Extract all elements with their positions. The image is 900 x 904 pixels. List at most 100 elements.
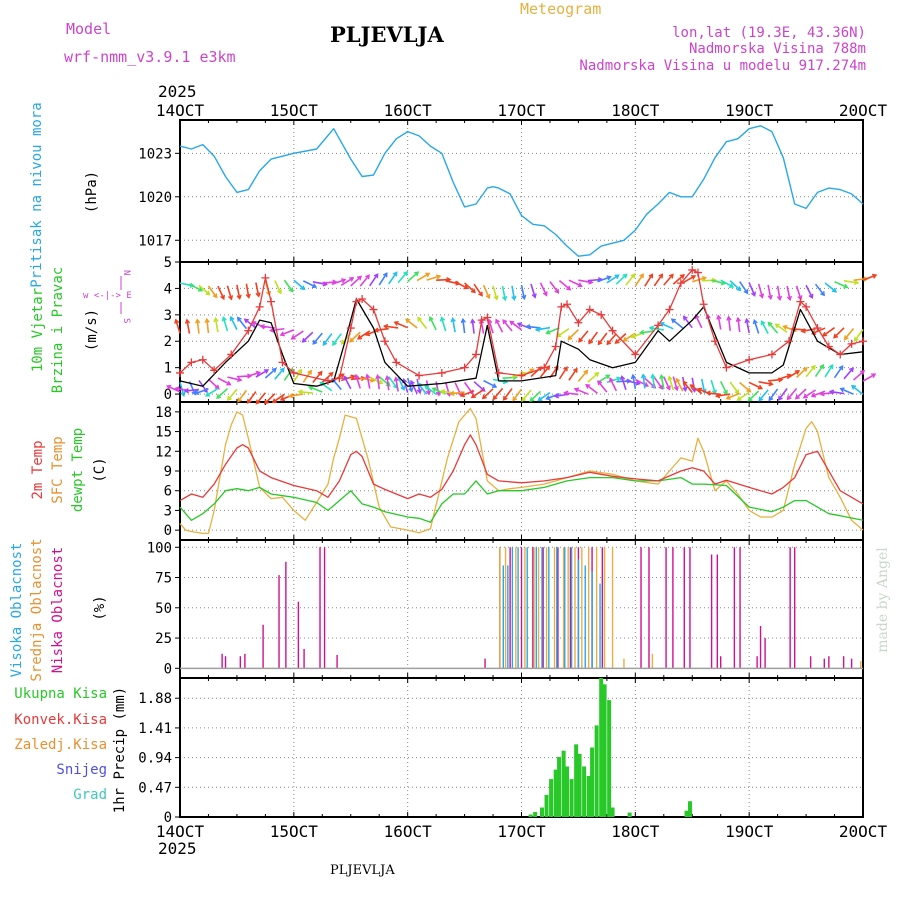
cloud-low-label: Niska Oblacnost [50, 547, 66, 673]
precip-bar [545, 795, 549, 817]
time-label-top: 14OCT [156, 101, 205, 120]
wind-arrow [559, 367, 567, 379]
precip-bar [599, 678, 603, 817]
y-tick-label: 25 [155, 631, 172, 647]
precip-bar [529, 814, 533, 817]
wind-arrow [749, 391, 759, 401]
model-altitude-text: Nadmorska Visina u modelu 917.274m [579, 58, 866, 74]
altitude-text: Nadmorska Visina 788m [689, 41, 866, 57]
wind-arrow [238, 390, 246, 401]
precip-bar [540, 808, 544, 817]
wind-legend-s: S [121, 318, 131, 323]
y-tick-label: 9 [164, 464, 172, 480]
year-bottom: 2025 [158, 839, 197, 858]
wind-arrow [569, 369, 577, 381]
wind-arrow [578, 371, 587, 382]
wind-gust-marker [438, 369, 446, 377]
wind-arrow [845, 328, 854, 339]
product-title: Meteogram [520, 0, 601, 18]
y-tick-label: 15 [155, 425, 172, 441]
y-tick-label: 75 [155, 571, 172, 587]
y-tick-label: 0.94 [138, 751, 172, 767]
wind-arrow [333, 334, 341, 345]
y-tick-label: 100 [147, 540, 172, 556]
wind-legend-ew: w <-|-> E [83, 291, 132, 301]
panels: 102310201017543210181512963010075502501.… [138, 120, 876, 826]
lonlat-text: lon,lat (19.3E, 43.36N) [672, 25, 866, 41]
wind-label-2: Brzina i Pravac [50, 267, 66, 393]
precip-legend-item: Zaledj.Kisa [14, 737, 107, 753]
wind-arrow [769, 389, 777, 400]
wind-arrow [294, 280, 305, 289]
wind-arrow [835, 366, 843, 377]
wind-arrow [635, 274, 643, 286]
precip-legend-item: Konvek.Kisa [14, 712, 107, 728]
model-label: Model [66, 20, 111, 38]
precip-bar [685, 811, 689, 817]
time-label-bottom: 15OCT [270, 822, 319, 841]
cloud-unit: (%) [92, 595, 108, 620]
precip-bar [549, 779, 553, 817]
y-tick-label: 1023 [138, 146, 172, 162]
wind-arrow [852, 386, 863, 395]
wind-arrow [834, 328, 844, 338]
temp-dew-label: dewpt Temp [70, 428, 86, 512]
precip-label: 1hr Precip (mm) [112, 687, 128, 813]
precip-series [529, 678, 692, 817]
y-tick-label: 1.41 [138, 721, 172, 737]
wind-arrow [228, 389, 237, 400]
credit-text: made by Angel [875, 547, 891, 653]
wind-arrow [579, 331, 588, 342]
wind-arrow [855, 329, 863, 340]
time-label-top: 15OCT [270, 101, 319, 120]
wind-gust-marker [552, 343, 560, 351]
precip-bar [578, 754, 582, 817]
precip-legend-item: Grad [73, 787, 107, 803]
precip-bar [570, 779, 574, 817]
wind-arrow [494, 388, 503, 399]
2m-temp-line [180, 435, 863, 504]
wind-arrow [303, 332, 313, 342]
wind-arrow [598, 381, 607, 392]
cloud-high-label: Visoka Oblacnost [9, 543, 25, 678]
wind-gust-marker [415, 372, 423, 380]
wind-arrow [418, 318, 427, 329]
y-tick-label: 3 [164, 503, 172, 519]
wind-arrow [474, 284, 482, 296]
wind-arrow [664, 275, 673, 286]
y-tick-label: 0 [164, 387, 172, 403]
time-label-top: 18OCT [611, 101, 660, 120]
wind-arrow [408, 272, 418, 281]
precip-legend-item: Snijeg [56, 762, 107, 778]
cloud-mid-label: Srednja Oblacnost [29, 538, 45, 681]
wind-arrow [522, 390, 531, 401]
wind-arrow [730, 382, 738, 393]
wind-arrow [586, 385, 597, 393]
time-label-top: 20OCT [839, 101, 888, 120]
wind-gust-marker [700, 300, 708, 308]
time-label-bottom: 18OCT [611, 822, 660, 841]
precip-bar [688, 801, 692, 817]
wind-label-1: 10m Vjetar [30, 288, 46, 372]
y-tick-label: 0 [164, 523, 172, 539]
precip-bar [533, 812, 537, 817]
wind-arrow [844, 368, 853, 379]
wind-arrow [740, 383, 751, 392]
temp-unit: (C) [92, 457, 108, 482]
model-name: wrf-nmm_v3.9.1 e3km [64, 48, 236, 66]
precip-bar [554, 770, 558, 817]
pressure-unit: (hPa) [84, 171, 100, 213]
wind-legend-n: N [121, 270, 131, 275]
wind-arrow [370, 274, 378, 286]
time-label-top: 19OCT [725, 101, 774, 120]
time-label-bottom: 20OCT [839, 822, 888, 841]
temp-sfc-label: SFC Temp [50, 436, 66, 503]
pressure-label: Pritisak na nivou mora [29, 102, 45, 287]
wind-arrow [313, 333, 322, 344]
y-tick-label: 1.88 [138, 691, 172, 707]
wind-arrow [217, 389, 227, 398]
